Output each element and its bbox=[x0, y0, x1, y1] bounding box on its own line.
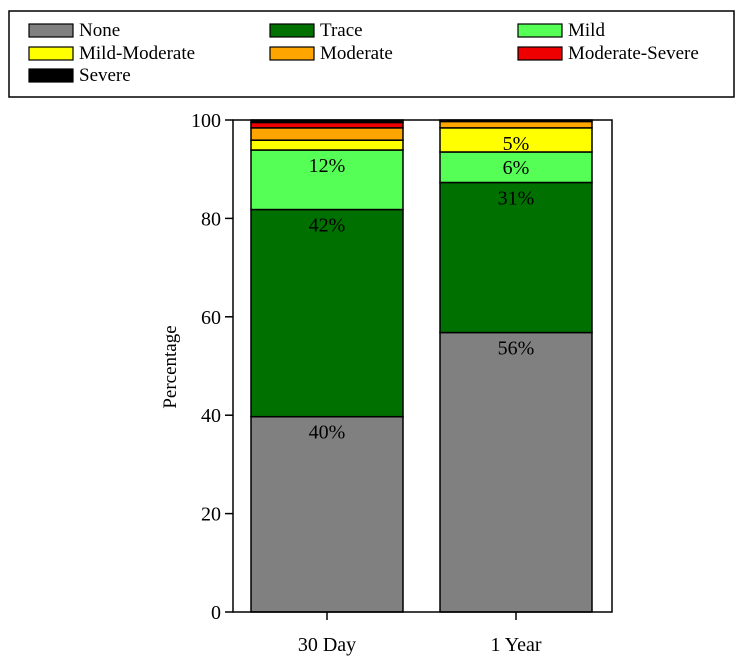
y-tick-label-20: 20 bbox=[201, 504, 221, 526]
legend-swatch-moderate-severe bbox=[517, 46, 563, 61]
legend-label-severe: Severe bbox=[79, 65, 131, 86]
legend-label-none: None bbox=[79, 20, 120, 41]
data-label-30-day-none: 40% bbox=[309, 422, 346, 444]
legend-swatch-trace bbox=[269, 23, 315, 38]
y-tick-label-40: 40 bbox=[201, 405, 221, 427]
bar-segment-1-year-mild bbox=[439, 151, 593, 184]
bar-segment-30-day-moderate bbox=[250, 127, 404, 141]
data-label-30-day-trace: 42% bbox=[309, 215, 346, 237]
data-label-1-year-mild: 6% bbox=[503, 157, 530, 179]
bar-segment-30-day-trace bbox=[250, 208, 404, 418]
legend-swatch-none bbox=[28, 23, 74, 38]
plot-frame bbox=[232, 119, 613, 613]
data-labels: 40% 42% 12% 56% 31% 6%5% bbox=[309, 133, 535, 444]
data-label-30-day-mild: 12% bbox=[309, 155, 346, 177]
legend: None Trace Mild Mild-Moderate Moderate Modera… bbox=[8, 10, 735, 98]
legend-swatch-mild bbox=[517, 23, 563, 38]
data-label-1-year-mild-moderate: 5% bbox=[503, 133, 530, 155]
legend-label-mild: Mild bbox=[568, 20, 605, 41]
axes: 0 20 40 60 80 100 30 Day 1 Year Percentage bbox=[160, 110, 613, 656]
bar-segment-30-day-none bbox=[250, 415, 404, 613]
legend-swatch-mild-moderate bbox=[28, 46, 74, 61]
bar-segment-30-day-mild bbox=[250, 149, 404, 211]
y-axis-title: Percentage bbox=[160, 325, 181, 408]
bar-segment-1-year-trace bbox=[439, 181, 593, 334]
bar-segment-1-year-none bbox=[439, 331, 593, 613]
x-tick-label-30-day: 30 Day bbox=[298, 634, 356, 656]
data-label-1-year-none: 56% bbox=[498, 338, 535, 360]
bar-segment-30-day-mild-moderate bbox=[250, 139, 404, 151]
legend-box bbox=[8, 10, 735, 98]
legend-swatch-moderate bbox=[269, 46, 315, 61]
bar-segment-1-year-moderate bbox=[439, 120, 593, 129]
plot-area bbox=[250, 119, 593, 613]
legend-swatch-severe bbox=[28, 68, 74, 83]
legend-label-mild-moderate: Mild-Moderate bbox=[79, 43, 195, 64]
bar-segment-30-day-moderate-severe bbox=[250, 121, 404, 129]
data-label-1-year-trace: 31% bbox=[498, 187, 535, 209]
x-tick-label-1-year: 1 Year bbox=[490, 634, 541, 656]
y-tick-label-0: 0 bbox=[211, 602, 221, 624]
y-tick-label-100: 100 bbox=[191, 110, 221, 132]
y-tick-label-60: 60 bbox=[201, 307, 221, 329]
y-tick-label-80: 80 bbox=[201, 208, 221, 230]
legend-label-moderate: Moderate bbox=[320, 43, 393, 64]
legend-label-moderate-severe: Moderate-Severe bbox=[568, 43, 699, 64]
legend-label-trace: Trace bbox=[320, 20, 363, 41]
